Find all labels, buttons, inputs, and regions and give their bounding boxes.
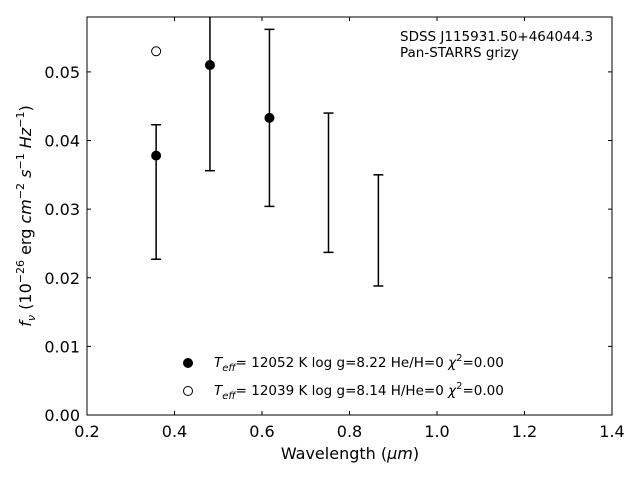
legend-entry-1: Teff= 12052 K log g=8.22 He/H=0 χ2=0.00 <box>214 353 504 374</box>
model-point-filled <box>151 150 162 161</box>
y-tick-label: 0.05 <box>44 63 80 82</box>
x-axis-title: Wavelength (μm) <box>281 444 419 463</box>
legend-marker-filled <box>183 358 193 368</box>
legend-entry-2: Teff= 12039 K log g=8.14 H/He=0 χ2=0.00 <box>214 381 504 402</box>
y-tick-label: 0.03 <box>44 200 80 219</box>
y-tick-label: 0.02 <box>44 269 80 288</box>
x-tick-label: 0.4 <box>162 422 187 441</box>
y-tick-label: 0.00 <box>44 406 80 425</box>
legend: Teff= 12052 K log g=8.22 He/H=0 χ2=0.00 … <box>183 353 504 402</box>
x-tick-label: 0.2 <box>74 422 99 441</box>
model-point-open <box>151 46 162 57</box>
y-axis-title: fν (10−26 erg cm−2 s−1 Hz−1) <box>14 105 38 326</box>
y-tick-label: 0.01 <box>44 337 80 356</box>
object-name-label: SDSS J115931.50+464044.3 <box>400 29 593 45</box>
x-tick-label: 0.6 <box>249 422 274 441</box>
legend-marker-open <box>183 386 193 396</box>
x-tick-label: 1.4 <box>599 422 624 441</box>
data-points <box>151 46 275 161</box>
y-tick-label: 0.04 <box>44 132 80 151</box>
model-point-filled <box>264 112 275 123</box>
survey-label: Pan-STARRS grizy <box>400 45 519 61</box>
axis-ticks: 0.2 0.4 0.6 0.8 1.0 1.2 1.4 0.00 0.01 0.02 0.03 0.0… <box>44 17 625 441</box>
x-tick-label: 1.2 <box>512 422 537 441</box>
error-bars <box>151 17 384 287</box>
model-point-filled <box>204 60 215 71</box>
x-tick-label: 1.0 <box>424 422 449 441</box>
x-tick-label: 0.8 <box>337 422 362 441</box>
